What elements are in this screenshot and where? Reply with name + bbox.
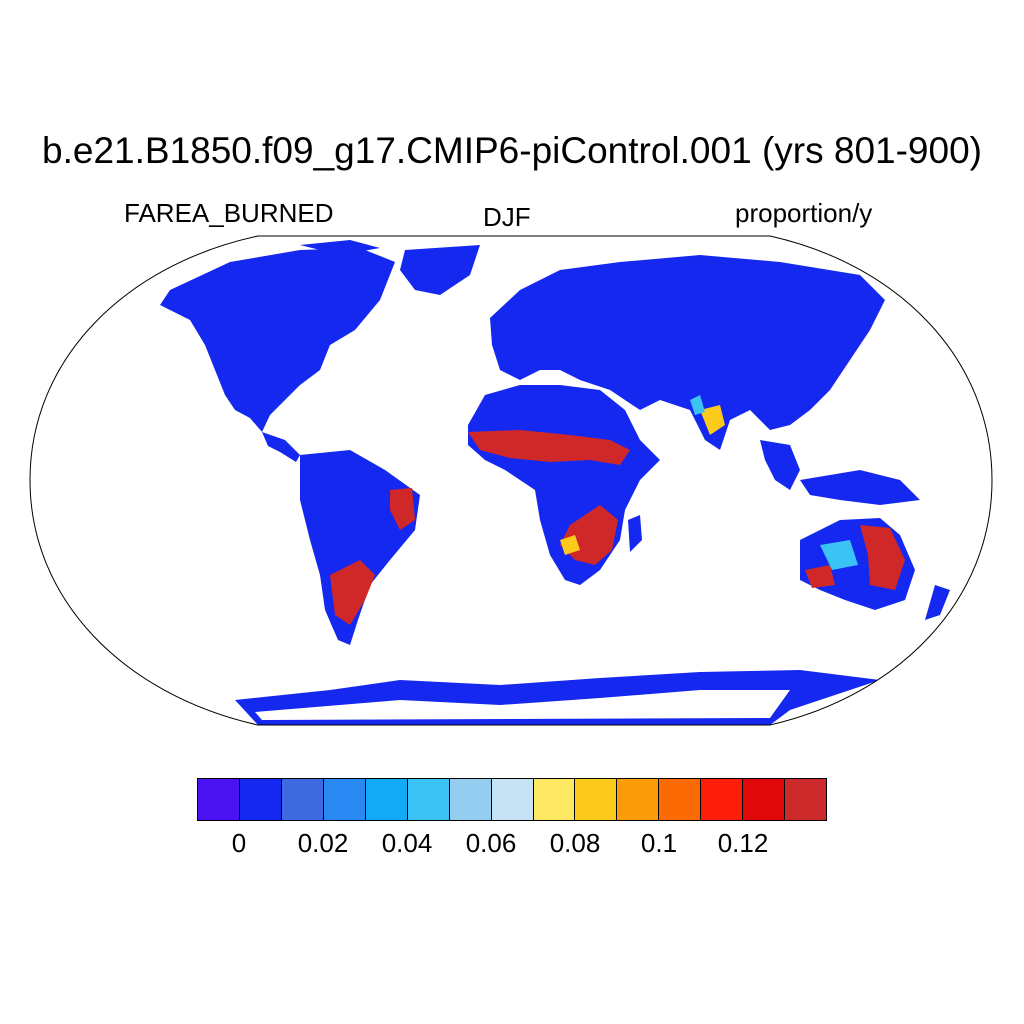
south-america-hotspot [330, 560, 375, 625]
india-light [690, 395, 705, 415]
sahel-hotspot [468, 430, 630, 465]
central-america [262, 432, 300, 462]
colorbar-swatch [743, 779, 786, 820]
southern-africa-mid [560, 535, 580, 555]
colorbar-swatch [323, 779, 366, 820]
madagascar [628, 515, 642, 552]
colorbar-tick-label: 0.06 [465, 828, 517, 858]
map-title: b.e21.B1850.f09_g17.CMIP6-piControl.001 … [42, 130, 982, 171]
greenland [400, 245, 480, 295]
colorbar [197, 778, 827, 821]
season-label: DJF [483, 202, 531, 232]
india-mid [700, 405, 725, 435]
colorbar-swatch [659, 779, 702, 820]
colorbar-swatch [449, 779, 492, 820]
units-label: proportion/y [735, 198, 873, 228]
colorbar-tick-label: 0.08 [549, 828, 601, 858]
colorbar-swatch [407, 779, 450, 820]
variable-label: FAREA_BURNED [124, 198, 334, 228]
australia-light [820, 540, 858, 570]
colorbar-swatch [701, 779, 744, 820]
colorbar-tick-label: 0.12 [717, 828, 769, 858]
colorbar-swatch [533, 779, 576, 820]
colorbar-tick-label: 0 [231, 828, 247, 858]
arctic-islands [300, 240, 380, 255]
africa [468, 385, 660, 585]
southeast-asia [760, 440, 800, 490]
new-zealand [925, 585, 950, 620]
indonesia [800, 470, 920, 505]
colorbar-swatch [491, 779, 534, 820]
eurasia [490, 255, 885, 450]
colorbar-tick-label: 0.04 [381, 828, 433, 858]
colorbar-tick-label: 0.02 [297, 828, 349, 858]
australia-hotspot [860, 525, 905, 590]
south-america [300, 450, 420, 645]
colorbar-swatch [617, 779, 660, 820]
colorbar-swatch [365, 779, 408, 820]
globe-outline [29, 235, 993, 726]
north-america [160, 248, 395, 432]
australia-west-hotspot [805, 565, 835, 588]
colorbar-swatch [239, 779, 282, 820]
colorbar-swatch [281, 779, 324, 820]
brazil-hotspot [390, 488, 415, 530]
colorbar-swatch [575, 779, 618, 820]
land-layer [160, 240, 950, 725]
colorbar-swatch [785, 779, 827, 820]
colorbar-swatch [198, 779, 240, 820]
colorbar-tick-label: 0.1 [640, 828, 678, 858]
